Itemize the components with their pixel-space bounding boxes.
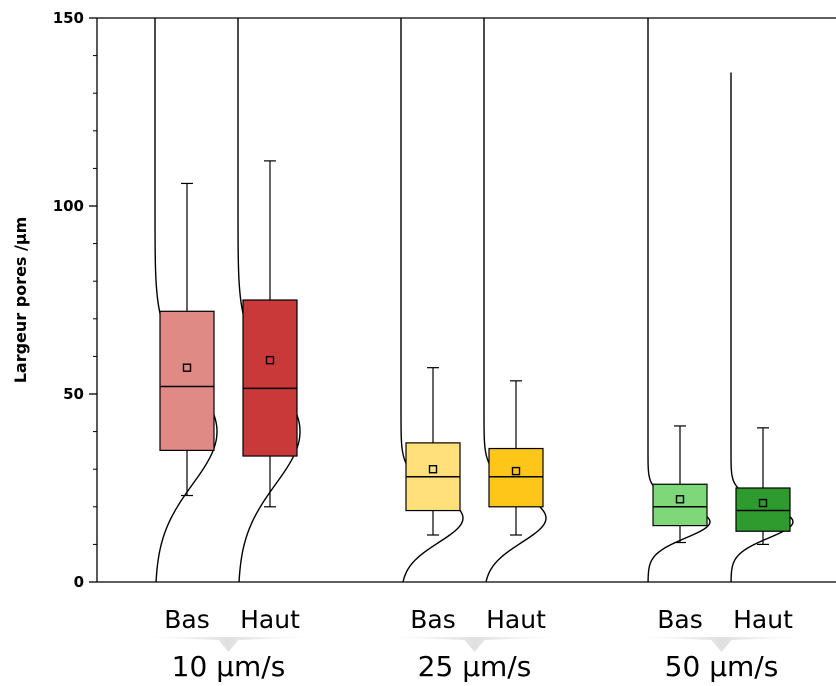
group-shade bbox=[138, 637, 319, 652]
y-tick-label: 50 bbox=[63, 385, 84, 403]
iqr-box bbox=[652, 483, 708, 527]
box-25-haut bbox=[483, 18, 547, 583]
category-label-bas: Bas bbox=[164, 605, 210, 634]
box-50-haut bbox=[730, 72, 794, 583]
mean-marker bbox=[675, 495, 685, 504]
box-50-bas bbox=[647, 18, 711, 583]
group-shade bbox=[631, 637, 812, 652]
group-shade bbox=[384, 637, 565, 652]
group-shades bbox=[138, 637, 812, 652]
y-axis-title: Largeur pores /µm bbox=[11, 217, 30, 384]
category-label-haut: Haut bbox=[733, 605, 793, 634]
iqr-box bbox=[735, 487, 791, 532]
category-label-bas: Bas bbox=[657, 605, 703, 634]
category-label-haut: Haut bbox=[486, 605, 546, 634]
y-tick-label: 0 bbox=[74, 573, 84, 591]
plot-area bbox=[154, 18, 794, 583]
iqr-box bbox=[159, 310, 215, 451]
box-10-haut bbox=[237, 18, 301, 583]
iqr-box bbox=[488, 447, 544, 508]
distribution-curve bbox=[237, 18, 301, 583]
mean-marker bbox=[428, 465, 438, 474]
iqr-box bbox=[242, 299, 298, 457]
mean-marker bbox=[758, 498, 768, 508]
y-tick-label: 150 bbox=[53, 9, 84, 27]
category-labels: Bas Haut 10 µm/s Bas Haut 25 µm/s Bas Haut 50 µm… bbox=[164, 605, 793, 683]
category-label-haut: Haut bbox=[240, 605, 300, 634]
mean-marker bbox=[511, 466, 521, 476]
y-tick-label: 100 bbox=[53, 197, 84, 215]
mean-marker bbox=[265, 355, 275, 365]
group-label: 10 µm/s bbox=[172, 650, 286, 683]
group-label: 25 µm/s bbox=[418, 650, 532, 683]
group-label: 50 µm/s bbox=[665, 650, 779, 683]
distribution-curve bbox=[154, 18, 218, 583]
y-axis: 0 50 100 150 bbox=[53, 9, 836, 591]
box-25-bas bbox=[400, 18, 464, 583]
category-label-bas: Bas bbox=[410, 605, 456, 634]
box-10-bas bbox=[154, 18, 218, 583]
mean-marker bbox=[182, 363, 192, 372]
